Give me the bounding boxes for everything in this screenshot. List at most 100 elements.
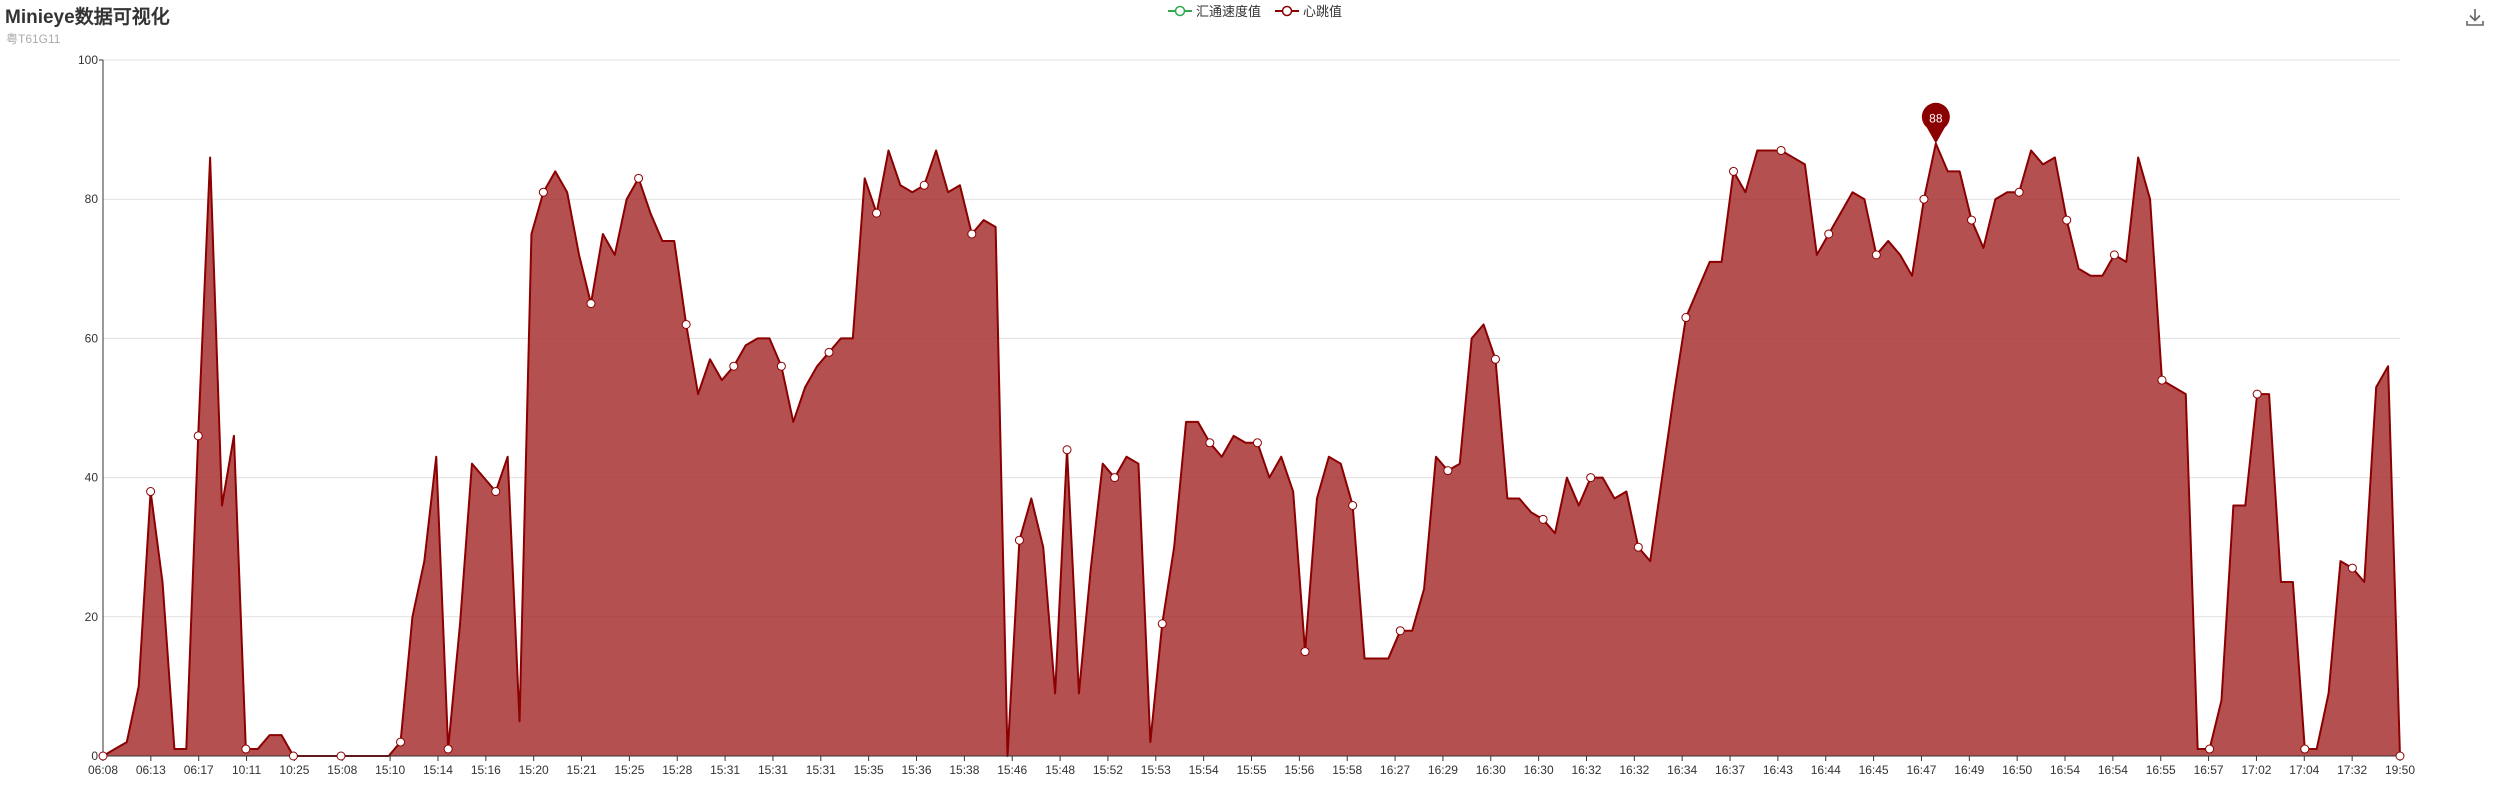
x-tick-label: 16:37 [1715,763,1745,777]
legend-item-heartbeat[interactable]: 心跳值 [1275,1,1342,20]
x-tick-label: 17:02 [2241,763,2271,777]
data-point [1776,145,1786,155]
x-tick-label: 15:56 [1284,763,1314,777]
data-point [1586,473,1596,483]
x-tick-label: 15:35 [854,763,884,777]
x-tick-label: 16:54 [2098,763,2128,777]
max-value-pin [1921,102,1950,144]
y-tick-label: 80 [85,192,99,206]
data-point [919,180,929,190]
data-point [681,319,691,329]
data-point [2395,751,2405,761]
x-tick-label: 16:32 [1619,763,1649,777]
data-point [443,744,453,754]
x-tick-label: 16:27 [1380,763,1410,777]
data-point [241,744,251,754]
x-tick-label: 19:50 [2385,763,2415,777]
data-point [2300,744,2310,754]
data-point [1110,473,1120,483]
x-tick-label: 06:17 [184,763,214,777]
data-point [2014,187,2024,197]
x-tick-label: 16:30 [1476,763,1506,777]
legend-label-speed: 汇通速度值 [1196,4,1262,19]
x-tick-label: 16:47 [1906,763,1936,777]
legend-heartbeat-swatch-icon [1275,5,1300,16]
x-tick-label: 15:21 [567,763,597,777]
x-tick-label: 16:49 [1954,763,1984,777]
x-tick-label: 16:34 [1667,763,1697,777]
data-point [1300,647,1310,657]
data-point [288,751,298,761]
x-tick-label: 16:44 [1811,763,1841,777]
x-tick-label: 16:29 [1428,763,1458,777]
legend-item-speed[interactable]: 汇通速度值 [1168,1,1261,20]
x-tick-label: 15:38 [949,763,979,777]
x-tick-label: 15:48 [1045,763,1075,777]
x-tick-label: 15:28 [662,763,692,777]
x-tick-label: 16:45 [1859,763,1889,777]
data-point [967,229,977,239]
data-point [2157,375,2167,385]
data-point [2205,744,2215,754]
x-tick-label: 16:30 [1524,763,1554,777]
x-tick-label: 15:55 [1236,763,1266,777]
data-point [1014,535,1024,545]
data-point [538,187,548,197]
y-tick-label: 20 [85,610,99,624]
legend-speed-swatch-icon [1168,5,1192,16]
data-point [729,361,739,371]
data-point [776,361,786,371]
data-point [1062,445,1072,455]
data-point [1871,250,1881,260]
data-point [193,431,203,441]
data-point [1348,500,1358,510]
x-tick-label: 15:31 [710,763,740,777]
y-tick-label: 0 [91,749,98,763]
x-tick-label: 15:14 [423,763,453,777]
y-tick-label: 40 [85,471,99,485]
x-tick-label: 17:04 [2289,763,2319,777]
data-point [2347,563,2357,573]
x-tick-label: 15:54 [1189,763,1219,777]
x-tick-label: 15:10 [375,763,405,777]
data-point [872,208,882,218]
x-tick-label: 17:32 [2337,763,2367,777]
data-point [1919,194,1929,204]
x-tick-label: 15:46 [997,763,1027,777]
legend-label-heartbeat: 心跳值 [1303,4,1343,19]
data-point [1157,619,1167,629]
x-tick-label: 15:36 [902,763,932,777]
data-point [634,173,644,183]
data-point [98,751,108,761]
x-tick-label: 06:13 [136,763,166,777]
x-tick-label: 10:25 [279,763,309,777]
x-tick-label: 15:52 [1093,763,1123,777]
data-point [1205,438,1215,448]
x-tick-label: 10:11 [232,763,261,777]
download-icon[interactable] [2464,6,2486,28]
y-tick-label: 60 [85,331,99,345]
x-tick-label: 15:58 [1332,763,1362,777]
data-point [1633,542,1643,552]
x-tick-label: 16:50 [2002,763,2032,777]
data-point [1824,229,1834,239]
x-tick-label: 16:32 [1571,763,1601,777]
data-point [2252,389,2262,399]
page-title: Minieye数据可视化 [5,7,170,28]
data-point [1443,466,1453,476]
data-point [1395,626,1405,636]
x-tick-label: 15:53 [1141,763,1171,777]
data-point [586,299,596,309]
data-point [1538,514,1548,524]
x-tick-label: 15:25 [614,763,644,777]
max-value-label: 88 [1929,112,1943,126]
data-point [1729,166,1739,176]
x-tick-label: 06:08 [88,763,118,777]
data-point [336,751,346,761]
data-point [396,737,406,747]
x-tick-label: 15:08 [327,763,357,777]
data-point [2109,250,2119,260]
data-point [2062,215,2072,225]
x-tick-label: 16:55 [2146,763,2176,777]
